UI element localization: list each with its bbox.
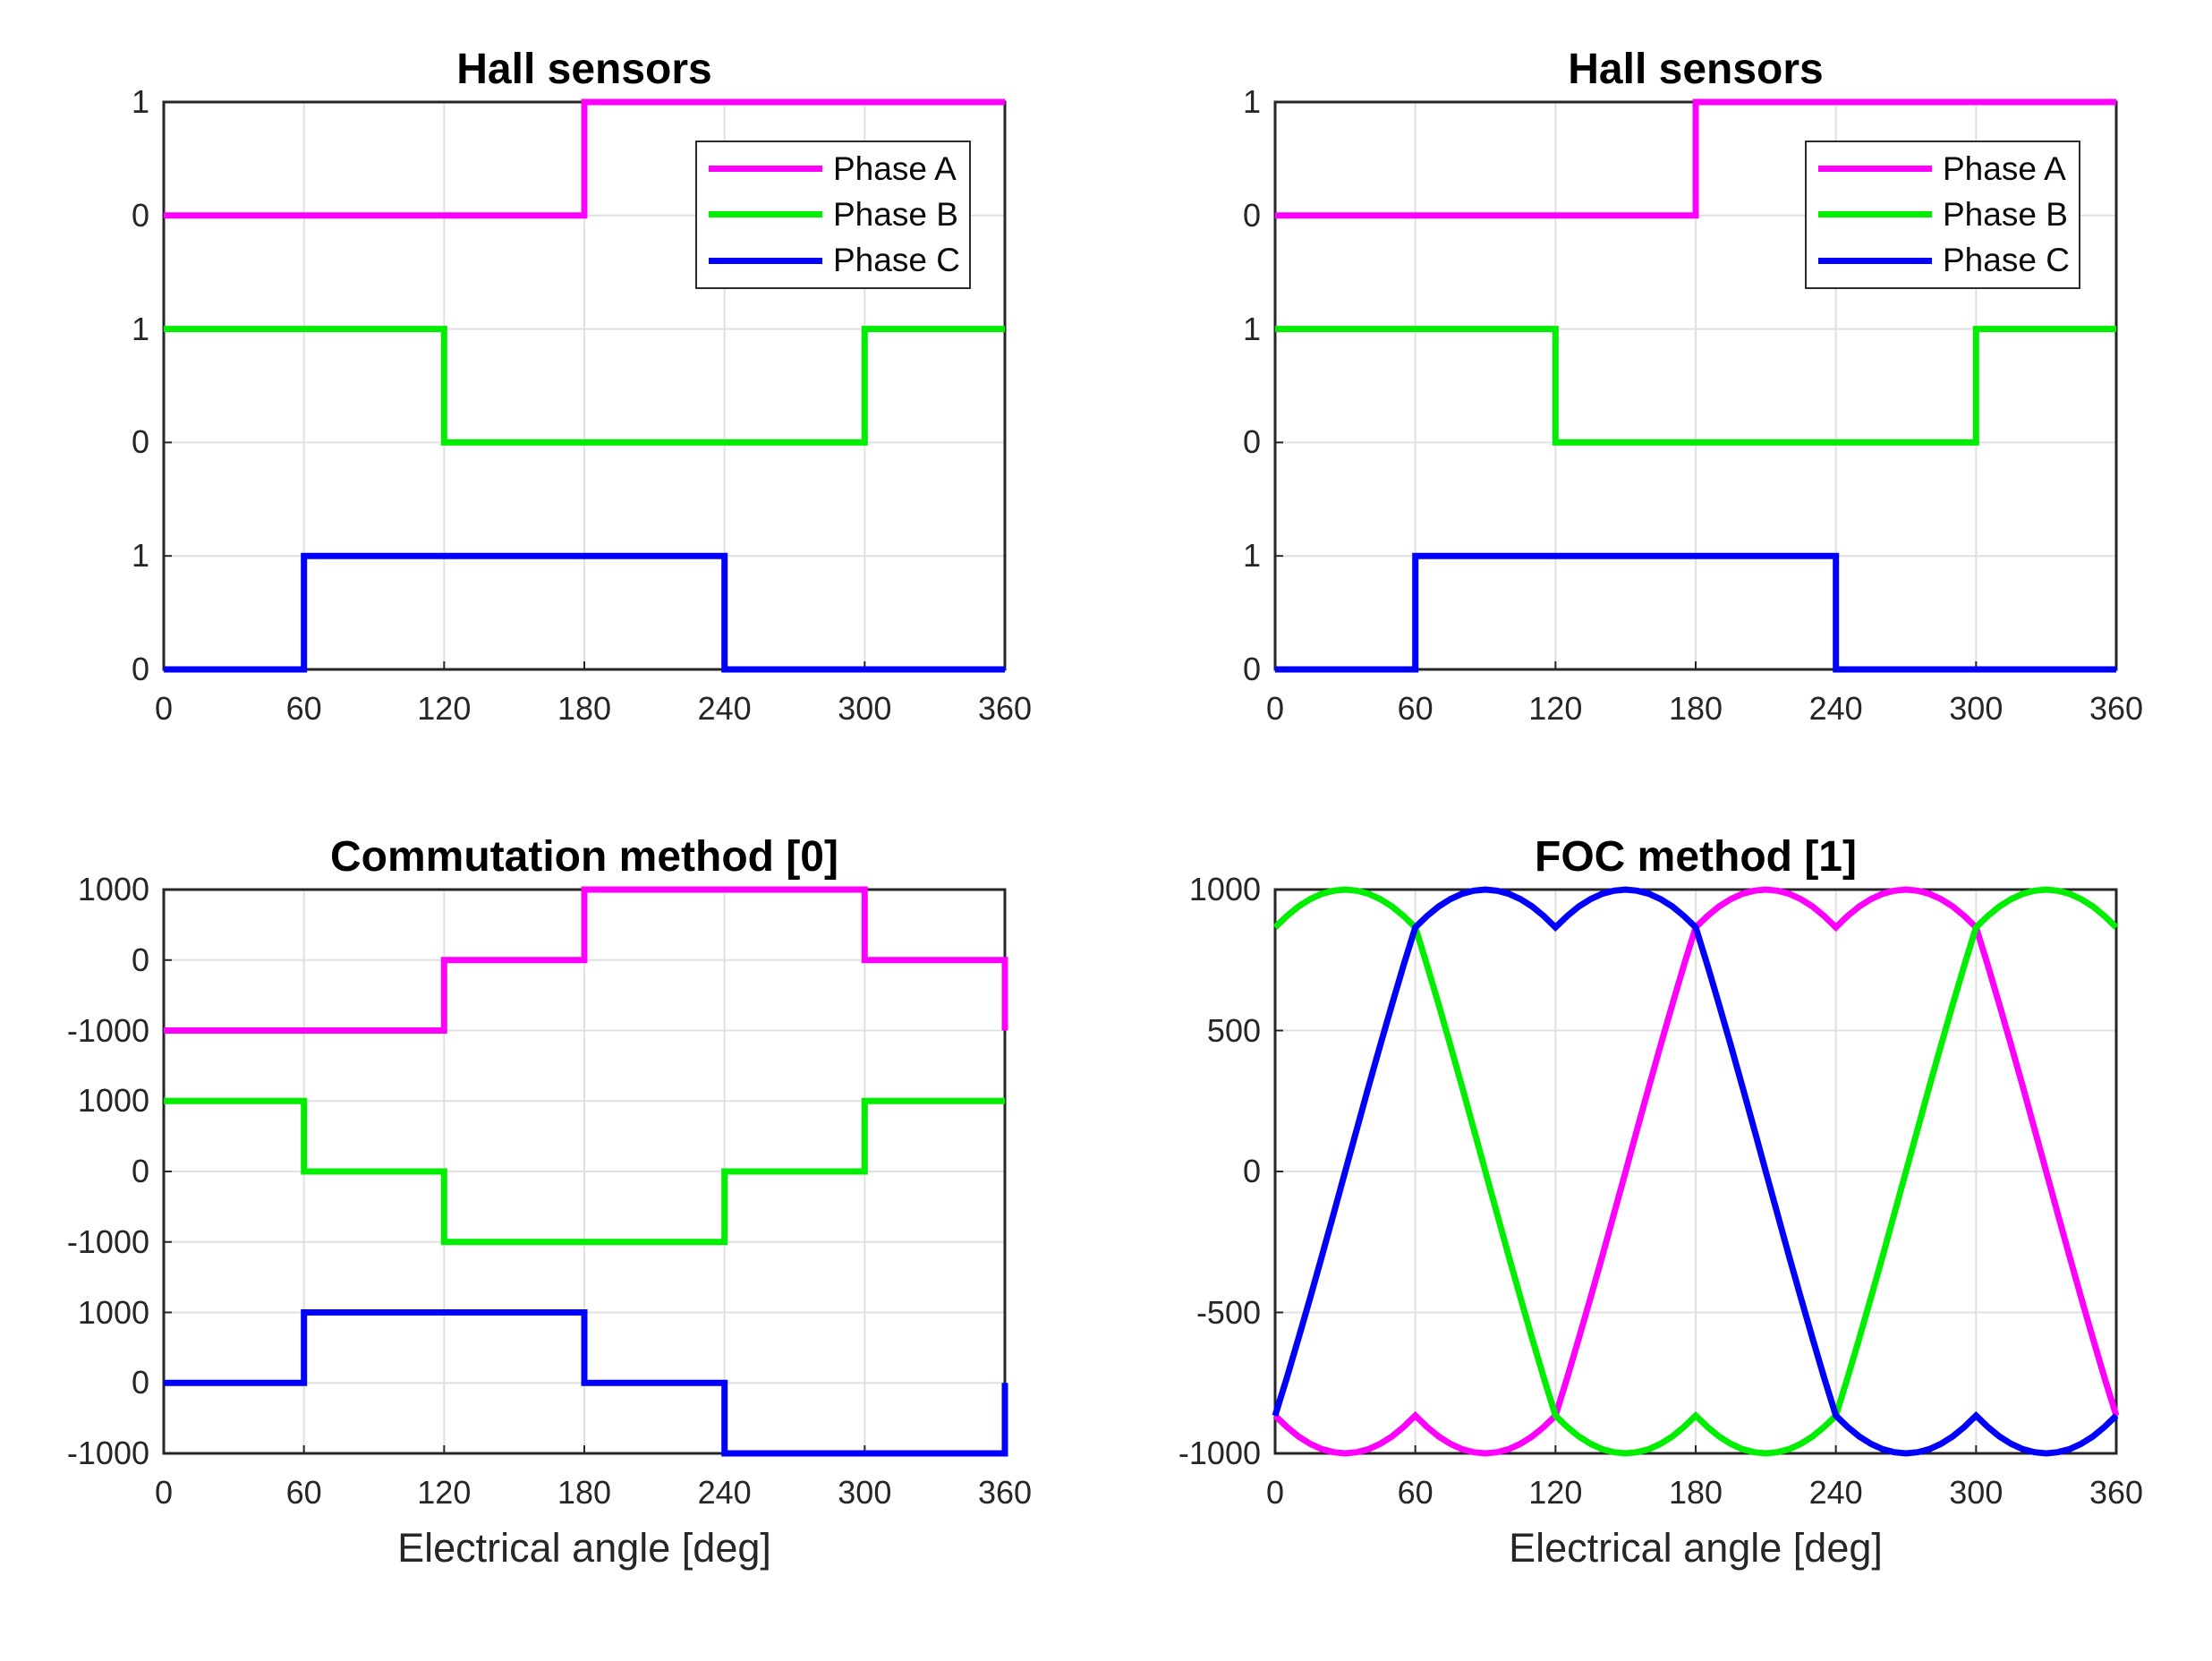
x-tick-label: 180	[557, 1474, 612, 1511]
phase-c-line-swatch	[709, 257, 822, 264]
phase-c-line-swatch	[1818, 257, 1932, 264]
legend-hall-left: Phase A Phase B Phase C	[695, 141, 971, 289]
series-line-phase-a-commutation_method	[164, 886, 1008, 1034]
series-line-phase-b-commutation_method	[164, 1097, 1005, 1246]
subplot-title-hall-left: Hall sensors	[456, 46, 712, 93]
x-tick-label: 60	[285, 690, 322, 727]
series-line-phase-a-hall_sensors_right	[1275, 98, 2116, 219]
phase-b-line-swatch	[709, 211, 822, 218]
x-tick-label: 300	[1949, 1474, 2004, 1511]
y-tick-label: 0	[131, 1364, 149, 1401]
x-axis-label-commutation: Electrical angle [deg]	[397, 1525, 771, 1571]
y-tick-label: -1000	[66, 1222, 149, 1260]
y-tick-label: 1	[1242, 537, 1261, 575]
series-line-phase-c-hall_sensors_left	[164, 552, 1005, 673]
y-tick-label: 1	[131, 537, 149, 575]
y-tick-label: 0	[131, 941, 149, 978]
x-tick-label: 300	[1949, 690, 2004, 727]
y-tick-label: 0	[1242, 651, 1261, 687]
legend-entry-phase-a: Phase A	[1807, 147, 2079, 192]
x-tick-label: 120	[1528, 690, 1583, 727]
x-tick-label: 240	[1808, 1474, 1863, 1511]
legend-entry-phase-a: Phase A	[697, 147, 969, 192]
x-tick-label: 60	[1397, 690, 1434, 727]
series-line-phase-b-hall_sensors_right	[1275, 326, 2116, 446]
x-tick-label: 300	[838, 690, 892, 727]
y-tick-label: 0	[131, 196, 149, 234]
y-tick-label: 1000	[77, 1082, 149, 1120]
x-tick-label: 240	[697, 1474, 752, 1511]
series-line-phase-a-hall_sensors_left	[164, 98, 1005, 219]
x-tick-label: 60	[285, 1474, 322, 1511]
y-tick-label: 500	[1206, 1011, 1261, 1049]
phase-a-line-swatch	[709, 166, 822, 173]
phase-b-line-swatch	[1818, 211, 1932, 218]
y-tick-label: 0	[131, 423, 149, 461]
x-tick-label: 360	[2089, 690, 2144, 727]
y-tick-label: 1000	[77, 871, 149, 907]
legend-label-phase-c: Phase C	[833, 242, 960, 279]
y-tick-label: 0	[1242, 423, 1261, 461]
x-tick-label: 0	[1265, 1474, 1285, 1511]
x-tick-label: 360	[977, 690, 1033, 727]
x-tick-label: 0	[154, 1474, 174, 1511]
x-tick-label: 120	[1528, 1474, 1583, 1511]
legend-entry-phase-b: Phase B	[1807, 192, 2079, 237]
axes-border-foc_method	[1273, 888, 2118, 1455]
series-line-phase-b-hall_sensors_left	[164, 326, 1005, 446]
x-tick-label: 300	[838, 1474, 892, 1511]
y-tick-label: 1	[1242, 83, 1261, 120]
y-tick-label: -500	[1195, 1293, 1261, 1331]
subplot-title-hall-right: Hall sensors	[1568, 46, 1824, 93]
legend-label-phase-b: Phase B	[833, 195, 958, 233]
legend-label-phase-a: Phase A	[833, 149, 957, 187]
y-tick-label: 1000	[77, 1293, 149, 1331]
x-tick-label: 240	[697, 690, 752, 727]
y-tick-label: -1000	[66, 1011, 149, 1049]
series-line-phase-c-commutation_method	[164, 1309, 1008, 1457]
x-tick-label: 360	[2089, 1474, 2144, 1511]
x-axis-label-foc: Electrical angle [deg]	[1509, 1525, 1883, 1571]
y-tick-label: -1000	[1178, 1435, 1261, 1471]
x-tick-label: 180	[1668, 1474, 1723, 1511]
series-line-phase-c-foc_method	[1272, 886, 2119, 1457]
y-tick-label: -1000	[66, 1435, 149, 1471]
x-tick-label: 60	[1397, 1474, 1434, 1511]
y-tick-label: 1000	[1188, 871, 1261, 907]
y-tick-label: 0	[131, 651, 149, 687]
x-tick-label: 120	[417, 690, 472, 727]
legend-label-phase-c: Phase C	[1943, 242, 2070, 279]
y-tick-label: 1	[1242, 310, 1261, 347]
y-tick-label: 0	[131, 1153, 149, 1189]
x-tick-label: 0	[1265, 690, 1285, 727]
legend-entry-phase-c: Phase C	[1807, 238, 2079, 283]
legend-entry-phase-b: Phase B	[697, 192, 969, 237]
y-tick-label: 0	[1242, 1153, 1261, 1189]
x-tick-label: 360	[977, 1474, 1033, 1511]
y-tick-label: 1	[131, 83, 149, 120]
subplot-title-commutation: Commutation method [0]	[330, 833, 838, 881]
x-tick-label: 180	[1668, 690, 1723, 727]
legend-entry-phase-c: Phase C	[697, 238, 969, 283]
x-tick-label: 240	[1808, 690, 1863, 727]
x-tick-label: 0	[154, 690, 174, 727]
y-tick-label: 0	[1242, 196, 1261, 234]
legend-label-phase-b: Phase B	[1943, 195, 2068, 233]
phase-a-line-swatch	[1818, 166, 1932, 173]
series-line-phase-c-hall_sensors_right	[1275, 552, 2116, 673]
legend-label-phase-a: Phase A	[1943, 149, 2066, 187]
y-tick-label: 1	[131, 310, 149, 347]
x-tick-label: 180	[557, 690, 612, 727]
x-tick-label: 120	[417, 1474, 472, 1511]
legend-hall-right: Phase A Phase B Phase C	[1805, 141, 2080, 289]
subplot-title-foc: FOC method [1]	[1535, 833, 1857, 881]
